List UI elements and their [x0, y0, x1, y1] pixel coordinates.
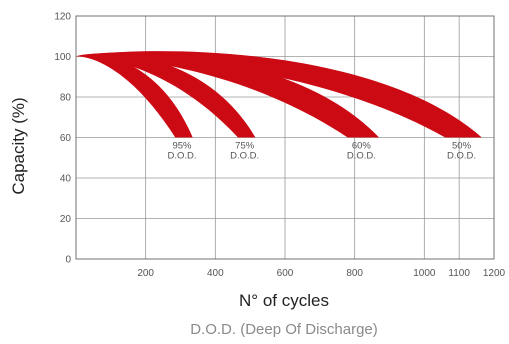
band-dod-label: D.O.D. [167, 151, 196, 162]
dod-band-4 [76, 51, 482, 138]
y-tick-label: 20 [60, 214, 72, 225]
band-pct-label: 60% [352, 141, 372, 152]
band-dod-label: D.O.D. [347, 151, 376, 162]
band-pct-label: 95% [172, 141, 192, 152]
x-tick-label: 1100 [448, 268, 470, 279]
y-tick-label: 0 [65, 255, 71, 266]
y-axis-label: Capacity (%) [9, 97, 28, 194]
y-tick-label: 80 [60, 93, 72, 104]
x-axis-label: N° of cycles [239, 291, 329, 310]
x-tick-label: 800 [346, 268, 363, 279]
x-tick-label: 400 [207, 268, 224, 279]
dod-band-3 [76, 52, 380, 138]
y-tick-label: 40 [60, 174, 72, 185]
dod-bands [76, 51, 482, 138]
dod-band-2 [76, 53, 256, 138]
x-tick-label: 1200 [483, 268, 506, 279]
x-tick-label: 600 [277, 268, 294, 279]
band-labels: 95%D.O.D.75%D.O.D.60%D.O.D.50%D.O.D. [167, 141, 476, 162]
y-tick-label: 60 [60, 133, 72, 144]
y-tick-label: 120 [54, 12, 71, 23]
y-tick-label: 100 [54, 52, 71, 63]
band-pct-label: 75% [235, 141, 255, 152]
dod-band-1 [76, 54, 193, 138]
tick-labels: 0 20 40 60 80 100 120 200 400 600 800 1000 1100 1200 [54, 12, 505, 280]
band-dod-label: D.O.D. [447, 151, 476, 162]
plot-frame [75, 15, 495, 260]
band-dod-label: D.O.D. [230, 151, 259, 162]
band-pct-label: 50% [452, 141, 472, 152]
x-tick-label: 1000 [413, 268, 436, 279]
dod-caption: D.O.D. (Deep Of Discharge) [190, 321, 378, 338]
x-tick-label: 200 [137, 268, 154, 279]
